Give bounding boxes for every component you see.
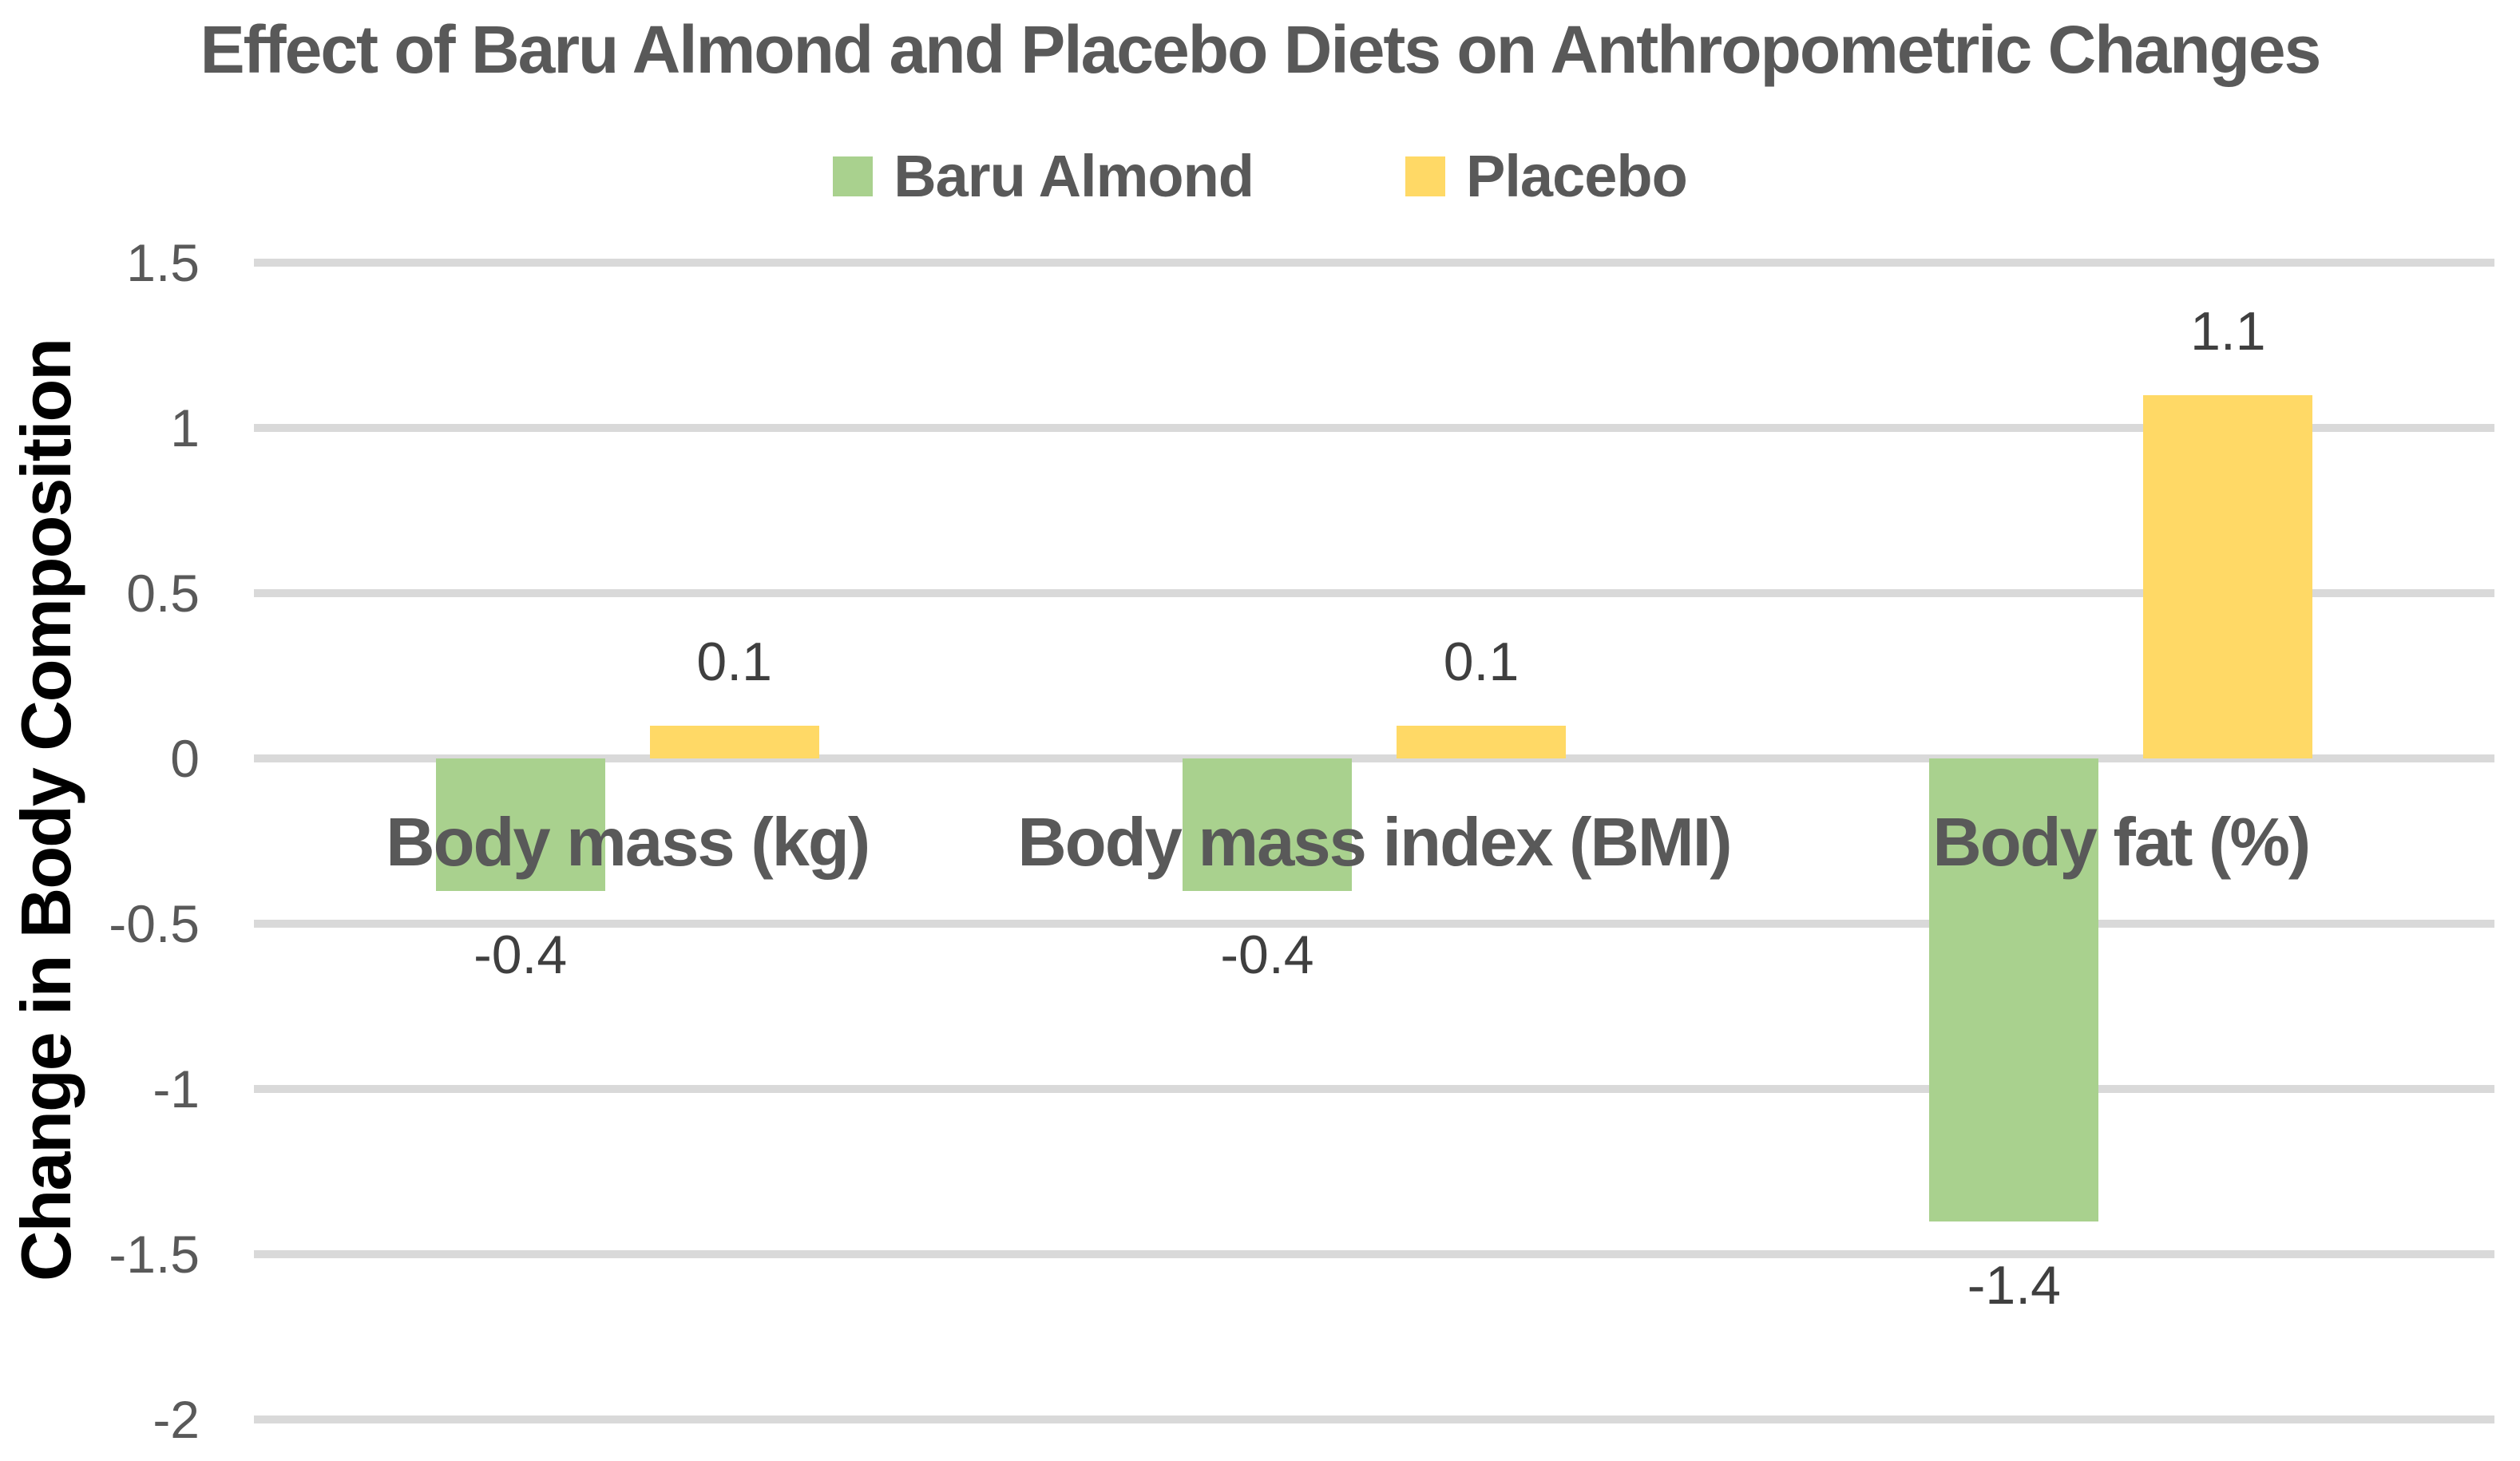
bar-placebo xyxy=(1397,725,1566,758)
bar-placebo xyxy=(649,725,819,758)
legend-swatch-icon xyxy=(1405,156,1446,196)
bar-baru-almond xyxy=(1929,758,2099,1221)
y-tick-label: 1.5 xyxy=(126,233,200,292)
gridline xyxy=(254,424,2494,432)
data-label: -0.4 xyxy=(473,924,568,985)
data-label: 0.1 xyxy=(1443,631,1520,692)
y-tick-label: 0.5 xyxy=(126,564,200,623)
y-tick-label: -1.5 xyxy=(109,1225,200,1284)
gridline xyxy=(254,589,2494,597)
legend-item: Baru Almond xyxy=(833,142,1254,210)
legend-label: Placebo xyxy=(1466,143,1688,209)
category-label: Body mass (kg) xyxy=(386,805,870,881)
data-label: 0.1 xyxy=(696,631,772,692)
legend-item: Placebo xyxy=(1405,142,1688,210)
chart-title: Effect of Baru Almond and Placebo Diets … xyxy=(200,12,2322,87)
y-tick-label: -0.5 xyxy=(109,894,200,953)
legend: Baru Almond Placebo xyxy=(0,142,2520,210)
bar-placebo xyxy=(2143,394,2313,758)
category-label: Body mass index (BMI) xyxy=(1017,805,1732,881)
y-tick-label: -1 xyxy=(153,1059,200,1119)
gridline xyxy=(254,1250,2494,1258)
legend-swatch-icon xyxy=(833,156,874,196)
data-label: -0.4 xyxy=(1220,924,1314,985)
gridline xyxy=(254,1415,2494,1423)
y-tick-label: 0 xyxy=(170,729,200,788)
y-tick-label: 1 xyxy=(170,398,200,457)
gridline xyxy=(254,259,2494,267)
bar-baru-almond xyxy=(435,758,605,891)
bar-baru-almond xyxy=(1183,758,1352,891)
gridline xyxy=(254,1085,2494,1093)
category-label: Body fat (%) xyxy=(1932,805,2311,881)
legend-label: Baru Almond xyxy=(893,143,1254,209)
gridline xyxy=(254,754,2494,762)
gridline xyxy=(254,920,2494,928)
y-tick-label: -2 xyxy=(153,1390,200,1449)
data-label: -1.4 xyxy=(1967,1254,2061,1316)
data-label: 1.1 xyxy=(2190,300,2266,362)
